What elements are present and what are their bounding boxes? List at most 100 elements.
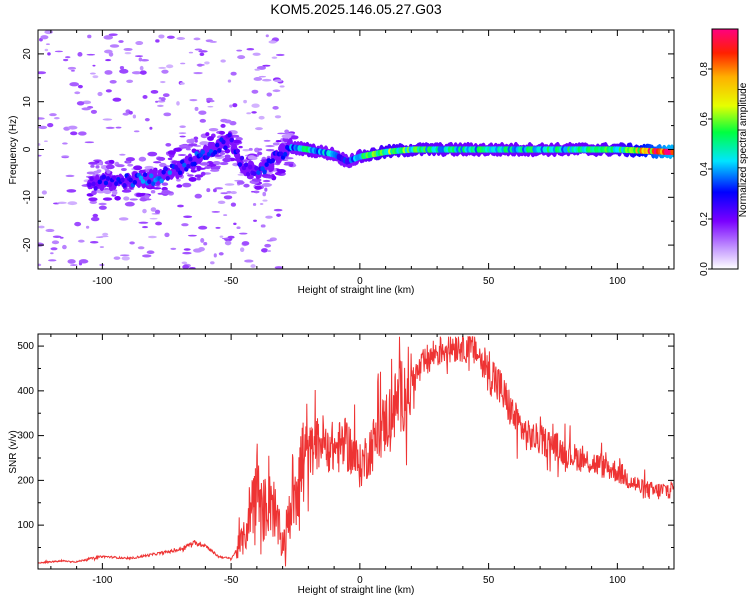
spectrogram-noise-cell — [155, 39, 160, 43]
spectrogram-halo-cell — [258, 148, 263, 151]
spectrogram-noise-cell — [99, 246, 105, 249]
spectrogram-halo-cell — [205, 132, 210, 137]
spectrogram-halo-cell — [188, 176, 197, 182]
spectrogram-noise-cell — [150, 89, 159, 94]
spectrogram-noise-cell — [69, 82, 80, 87]
spectrogram-halo-cell — [187, 174, 194, 177]
spectrogram-noise-cell — [186, 172, 190, 175]
spectrogram-halo-cell — [200, 171, 206, 176]
spectrogram-noise-cell — [192, 248, 203, 253]
colorbar-ticks: 0.0 0.2 0.4 0.6 0.8 — [699, 62, 712, 276]
spectrogram-ridge-core — [89, 176, 94, 182]
spectrogram-noise-cell — [49, 113, 57, 117]
spectrogram-noise-cell — [146, 250, 155, 255]
spectrogram-halo-cell — [210, 169, 220, 172]
spectrogram-x-tick-label: 50 — [483, 276, 495, 287]
spectrogram-noise-cell — [89, 200, 98, 204]
spectrogram-ridge-outer — [269, 161, 275, 172]
spectrogram-noise-cell — [244, 259, 254, 263]
spectrogram-noise-cell — [276, 213, 281, 217]
spectrogram-noise-cell — [220, 59, 226, 63]
spectrogram-noise-cell — [66, 189, 77, 193]
spectrogram-noise-cell — [38, 225, 45, 229]
spectrogram-noise-cell — [179, 135, 186, 138]
spectrogram-ridge-core — [227, 132, 232, 138]
spectrogram-halo-cell — [182, 182, 192, 188]
spectrogram-ridge-core — [247, 164, 253, 170]
spectrogram-noise-cell — [230, 190, 237, 195]
spectrogram-noise-cell — [139, 65, 144, 71]
spectrogram-noise-cell — [200, 238, 205, 243]
spectrogram-noise-cell — [266, 249, 272, 252]
spectrogram-noise-cell — [97, 91, 103, 97]
spectrogram-x-tick-label: 0 — [357, 276, 363, 287]
spectrogram-noise-cell — [61, 156, 69, 159]
spectrogram-halo-cell — [115, 164, 125, 168]
spectrogram-noise-cell — [218, 252, 224, 256]
spectrogram-ridge-core — [163, 166, 168, 172]
spectrogram-noise-cell — [113, 256, 121, 260]
spectrogram-halo-cell — [186, 146, 191, 150]
spectrogram-ridge-core — [264, 162, 269, 168]
spectrogram-noise-cell — [62, 142, 68, 145]
spectrogram-noise-cell — [226, 190, 232, 194]
spectrogram-noise-cell — [164, 232, 170, 238]
spectrogram-noise-cell — [65, 174, 75, 178]
spectrogram-noise-cell — [182, 264, 190, 269]
spectrogram-halo-cell — [88, 161, 98, 165]
spectrogram-noise-cell — [103, 49, 113, 54]
spectrogram-halo-cell — [106, 169, 111, 174]
spectrogram-halo-cell — [125, 157, 135, 162]
spectrogram-noise-cell — [268, 40, 277, 44]
spectrogram-halo-cell — [121, 189, 132, 193]
spectrogram-marks — [38, 30, 674, 269]
spectrogram-halo-cell — [176, 178, 181, 182]
spectrogram-halo-cell — [275, 139, 282, 143]
spectrogram-halo-cell — [144, 165, 154, 170]
spectrogram-noise-cell — [53, 116, 60, 120]
spectrogram-halo-cell — [224, 119, 232, 124]
spectrogram-noise-cell — [199, 52, 205, 57]
spectrogram-halo-cell — [91, 190, 97, 196]
spectrogram-noise-cell — [54, 50, 64, 53]
spectrogram-noise-cell — [264, 243, 272, 248]
colorbar-tick-label: 0.0 — [699, 262, 710, 276]
spectrogram-noise-cell — [274, 115, 282, 119]
spectrogram-noise-cell — [193, 37, 201, 41]
spectrogram-noise-cell — [149, 126, 153, 130]
spectrogram-ridge-core — [138, 175, 144, 181]
spectrogram-noise-cell — [150, 207, 157, 212]
spectrogram-noise-cell — [105, 126, 115, 129]
spectrogram-ridge-core — [252, 171, 257, 177]
spectrogram-noise-cell — [253, 219, 257, 222]
spectrogram-y-tick-label: -10 — [22, 190, 33, 205]
spectrogram-noise-cell — [85, 225, 90, 229]
spectrogram-ridge-core — [278, 151, 284, 157]
spectrogram-noise-cell — [90, 216, 100, 222]
spectrogram-halo-cell — [123, 196, 130, 201]
spectrogram-noise-cell — [211, 211, 221, 213]
spectrogram-noise-cell — [242, 148, 251, 152]
spectrogram-noise-cell — [129, 241, 135, 245]
snr-x-tick-label: 50 — [483, 575, 495, 586]
spectrogram-ridge-core — [93, 186, 98, 191]
spectrogram-halo-cell — [138, 156, 147, 162]
spectrogram-noise-cell — [255, 127, 263, 131]
spectrogram-halo-cell — [257, 151, 263, 156]
spectrogram-noise-cell — [105, 89, 112, 93]
spectrogram-ridge-core — [165, 176, 170, 181]
spectrogram-noise-cell — [40, 35, 49, 40]
spectrogram-y-tick-label: 20 — [22, 48, 33, 60]
spectrogram-noise-cell — [279, 85, 285, 88]
spectrogram-noise-cell — [238, 232, 248, 235]
spectrogram-noise-cell — [131, 71, 142, 75]
spectrogram-halo-cell — [127, 163, 134, 167]
spectrogram-noise-cell — [258, 75, 267, 78]
spectrogram-halo-cell — [238, 145, 243, 149]
spectrogram-noise-cell — [264, 187, 268, 192]
spectrogram-halo-cell — [254, 147, 260, 153]
spectrogram-noise-cell — [223, 195, 233, 200]
spectrogram-x-axis-label: Height of straight line (km) — [298, 285, 415, 296]
spectrogram-noise-cell — [147, 151, 158, 157]
